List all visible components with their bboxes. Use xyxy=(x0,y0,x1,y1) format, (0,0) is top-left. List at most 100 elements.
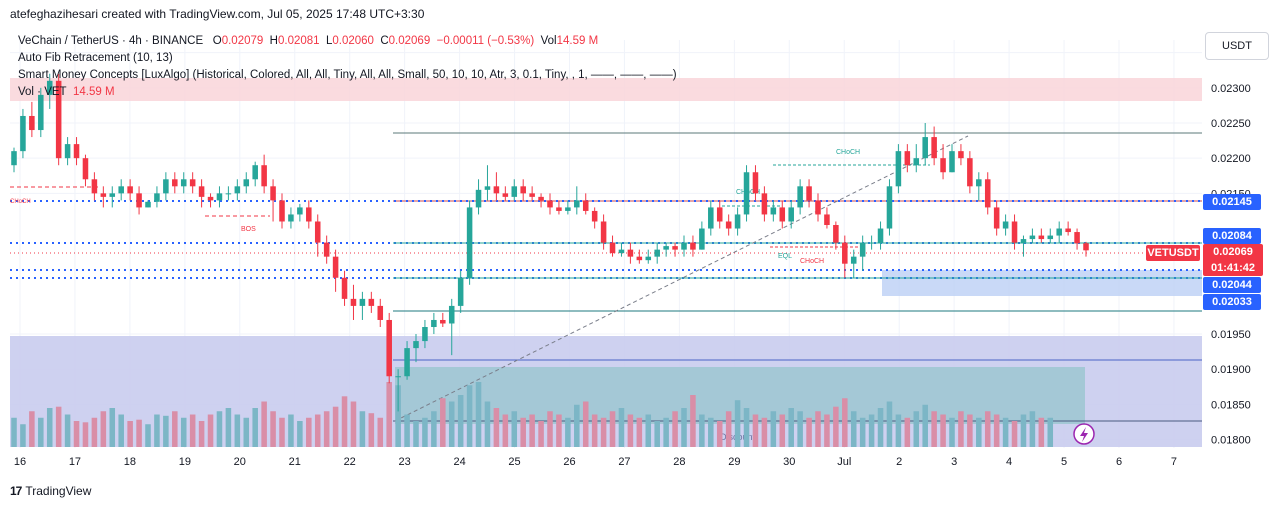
volume-bar xyxy=(234,414,241,447)
candle-body xyxy=(100,193,107,197)
volume-bar xyxy=(770,411,777,447)
candle-body xyxy=(440,319,446,324)
candle-body xyxy=(779,207,786,222)
price-tick-label: 0.01900 xyxy=(1211,364,1251,376)
candle xyxy=(672,242,678,257)
volume-legend[interactable]: Vol · VET 14.59 M xyxy=(18,86,115,98)
premium-zone xyxy=(10,78,1202,101)
volume-bar xyxy=(386,382,392,447)
tradingview-name: TradingView xyxy=(25,484,92,498)
price-tick-label: 0.02300 xyxy=(1211,83,1251,95)
candle-body xyxy=(243,179,250,187)
candle xyxy=(752,165,759,201)
candle xyxy=(833,221,839,250)
candle-body xyxy=(967,158,973,187)
candle xyxy=(341,270,348,306)
candle-body xyxy=(484,186,491,190)
candle-body xyxy=(788,207,794,222)
time-tick-label: 17 xyxy=(69,456,81,468)
volume-bar xyxy=(118,414,124,447)
candle xyxy=(270,179,276,222)
price-badge-2044: 0.02044 xyxy=(1203,277,1261,293)
volume-bar xyxy=(886,401,893,447)
volume-bar xyxy=(672,411,678,447)
candle xyxy=(922,123,928,166)
candle-body xyxy=(958,151,964,159)
currency-scale-button[interactable]: USDT xyxy=(1205,32,1269,60)
candle-body xyxy=(868,242,875,244)
candle xyxy=(850,249,857,278)
volume-bar xyxy=(448,401,455,447)
volume-bar xyxy=(502,414,509,447)
candle-body xyxy=(976,179,982,187)
candle-body xyxy=(600,221,607,243)
close-label: C xyxy=(380,35,389,47)
candle-body xyxy=(225,193,232,195)
candle xyxy=(306,200,312,229)
indicator-fib[interactable]: Auto Fib Retracement (10, 13) xyxy=(18,52,173,64)
time-tick-label: 29 xyxy=(728,456,740,468)
candle xyxy=(55,73,62,166)
change-value: −0.00011 (−0.53%) xyxy=(436,35,535,47)
volume-bar xyxy=(654,421,660,447)
candle-body xyxy=(341,277,348,299)
price-chart[interactable]: CHoCH CHoCH CHoCH EQL BOS CHoCH Discount… xyxy=(0,28,1281,478)
candle-body xyxy=(1002,221,1009,229)
symbol-title: VeChain / TetherUS · 4h · BINANCE xyxy=(18,35,204,47)
indicator-smc[interactable]: Smart Money Concepts [LuxAlgo] (Historic… xyxy=(18,69,677,81)
candle xyxy=(725,214,732,236)
lightning-icon xyxy=(1080,427,1088,442)
time-axis[interactable]: 16 17 18 19 20 21 22 23 24 25 26 27 28 29 30 Jul 2 3 4 5 6 7 xyxy=(14,456,1177,468)
volume-bar xyxy=(359,411,366,447)
candle xyxy=(913,144,920,173)
candle-body xyxy=(288,214,294,222)
footer-brand[interactable]: 17 TradingView xyxy=(10,484,91,498)
volume-bar xyxy=(55,406,62,447)
candle-body xyxy=(556,207,562,211)
vol-label: Vol xyxy=(540,35,557,47)
candle xyxy=(82,154,89,187)
candle xyxy=(189,172,196,194)
volume-bar xyxy=(216,411,223,447)
candle xyxy=(1029,228,1036,243)
candle xyxy=(663,242,669,257)
candle-body xyxy=(180,179,187,187)
candle xyxy=(502,186,509,201)
volume-bar xyxy=(984,411,991,447)
candle-body xyxy=(1047,235,1054,240)
candle-body xyxy=(922,137,928,159)
candle-body xyxy=(332,256,339,278)
candle xyxy=(431,312,437,335)
bos-label: BOS xyxy=(241,226,256,233)
open-label: O xyxy=(212,35,222,47)
time-tick-label: 18 xyxy=(124,456,136,468)
volume-bar xyxy=(38,417,44,447)
time-tick-label: 19 xyxy=(179,456,191,468)
candle xyxy=(91,172,98,201)
volume-bar xyxy=(618,408,625,447)
candle xyxy=(547,193,553,215)
candle-body xyxy=(413,341,419,349)
candles xyxy=(11,73,1089,412)
candle xyxy=(877,221,884,250)
low-label: L xyxy=(325,35,333,47)
candle xyxy=(279,193,285,229)
candle xyxy=(127,179,133,201)
volume-bar xyxy=(850,411,857,447)
candle-body xyxy=(797,186,803,208)
candle xyxy=(690,235,696,257)
candle xyxy=(886,179,893,236)
candle-body xyxy=(109,193,116,197)
volume-bar xyxy=(663,417,669,447)
candle xyxy=(332,249,339,292)
volume-bar xyxy=(207,414,214,447)
price-badge-2033: 0.02033 xyxy=(1203,294,1261,310)
price-badge-2084: 0.02084 xyxy=(1203,228,1261,244)
candle-body xyxy=(582,200,589,211)
time-tick-label: Jul xyxy=(837,456,851,468)
candle xyxy=(457,270,464,313)
candle xyxy=(252,161,258,187)
volume-bar xyxy=(109,408,116,447)
volume-bar xyxy=(332,406,339,447)
symbol-legend[interactable]: VeChain / TetherUS · 4h · BINANCE O0.020… xyxy=(18,35,598,47)
